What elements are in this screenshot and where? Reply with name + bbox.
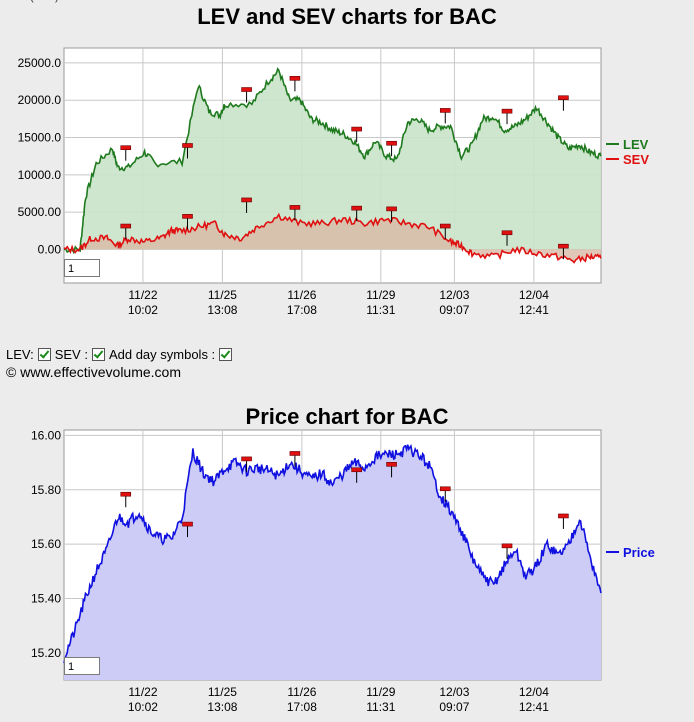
- sev-label: SEV :: [54, 346, 88, 362]
- lev-day-marker: [120, 145, 132, 151]
- price-day-marker: [386, 462, 397, 467]
- price-series-line: [63, 444, 602, 664]
- sev-checkbox[interactable]: [91, 347, 105, 361]
- sev-day-marker: [182, 214, 193, 219]
- price-day-marker: [351, 467, 362, 473]
- lev-day-marker: [501, 108, 513, 114]
- price-day-marker: [120, 491, 132, 497]
- chart2-y-tick-label: 15.20: [31, 646, 61, 660]
- chart1-x-tick-time: 09:07: [439, 303, 469, 317]
- lev-day-marker: [289, 76, 301, 81]
- chart1-title: LEV and SEV charts for BAC: [197, 4, 497, 29]
- price-day-marker: [182, 521, 193, 527]
- chart2-x-tick-date: 12/04: [519, 685, 549, 699]
- price-area: [64, 444, 601, 680]
- chart2-y-tick-label: 16.00: [31, 428, 61, 442]
- sev-day-marker: [241, 197, 252, 203]
- chart2-input[interactable]: 1: [64, 657, 100, 675]
- chart1-y-tick-label: 0.00: [38, 242, 62, 256]
- chart-controls: LEV: SEV : Add day symbols :: [6, 345, 234, 363]
- chart1-x-tick-date: 12/04: [519, 288, 549, 302]
- cut-off-text: (... ...): [30, 0, 59, 3]
- price-day-marker: [289, 451, 301, 456]
- sev-legend-label: SEV: [623, 152, 649, 167]
- chart1-x-tick-time: 10:02: [128, 303, 158, 317]
- lev-label: LEV:: [6, 346, 34, 362]
- lev-legend-label: LEV: [623, 137, 649, 152]
- lev-day-marker: [386, 140, 397, 146]
- chart1-y-tick-label: 25000.0: [18, 56, 62, 70]
- chart1-y-tick-label: 20000.0: [18, 93, 62, 107]
- chart2-y-tick-label: 15.40: [31, 591, 61, 605]
- sev-day-marker: [351, 205, 362, 211]
- sev-day-marker: [289, 205, 301, 210]
- chart2-x-tick-date: 11/26: [287, 685, 316, 699]
- lev-day-marker: [241, 87, 252, 92]
- price-day-marker: [558, 513, 569, 519]
- chart2-x-tick-date: 11/22: [128, 685, 157, 699]
- price-day-marker: [439, 486, 451, 492]
- chart2-x-tick-date: 11/29: [366, 685, 395, 699]
- chart1-x-tick-date: 12/03: [439, 288, 469, 302]
- lev-sev-chart: 25000.020000.015000.010000.05000.000.001…: [18, 47, 649, 317]
- chart1-input[interactable]: 1: [64, 259, 100, 277]
- chart1-x-tick-date: 11/29: [366, 288, 395, 302]
- lev-area: [64, 68, 601, 253]
- sev-series-line: [63, 212, 602, 264]
- chart2-x-tick-time: 11:31: [366, 700, 395, 714]
- lev-checkbox[interactable]: [37, 347, 51, 361]
- chart2-x-tick-time: 13:08: [207, 700, 237, 714]
- chart2-x-tick-time: 09:07: [439, 700, 469, 714]
- day-symbols-checkbox[interactable]: [219, 347, 233, 361]
- chart1-x-tick-date: 11/25: [208, 288, 237, 302]
- lev-series-line: [63, 67, 602, 255]
- chart1-x-tick-time: 17:08: [287, 303, 317, 317]
- chart1-x-tick-date: 11/22: [128, 288, 157, 302]
- sev-day-marker: [558, 243, 569, 249]
- chart1-x-tick-time: 11:31: [366, 303, 395, 317]
- copyright-text: © www.effectivevolume.com: [6, 364, 182, 380]
- day-symbols-label: Add day symbols :: [108, 346, 216, 362]
- chart2-title: Price chart for BAC: [245, 404, 449, 429]
- sev-day-marker: [501, 230, 513, 236]
- price-day-marker: [241, 456, 252, 462]
- chart1-x-tick-time: 12:41: [519, 303, 549, 317]
- sev-day-marker: [120, 223, 132, 229]
- lev-day-marker: [182, 143, 193, 148]
- chart2-x-tick-time: 10:02: [128, 700, 158, 714]
- chart2-x-tick-time: 12:41: [519, 700, 549, 714]
- sev-day-marker: [439, 223, 451, 229]
- chart2-y-tick-label: 15.60: [31, 537, 61, 551]
- chart1-x-tick-time: 13:08: [207, 303, 237, 317]
- chart2-x-tick-time: 17:08: [287, 700, 317, 714]
- lev-day-marker: [351, 126, 362, 132]
- chart1-x-tick-date: 11/26: [287, 288, 316, 302]
- lev-day-marker: [439, 108, 451, 113]
- chart1-y-tick-label: 10000.0: [18, 168, 62, 182]
- chart2-x-tick-date: 12/03: [439, 685, 469, 699]
- chart2-y-tick-label: 15.80: [31, 483, 61, 497]
- chart2-x-tick-date: 11/25: [208, 685, 237, 699]
- chart1-y-tick-label: 5000.00: [18, 205, 62, 219]
- lev-day-marker: [558, 95, 569, 101]
- chart1-y-tick-label: 15000.0: [18, 131, 62, 145]
- sev-day-marker: [386, 206, 397, 212]
- price-day-marker: [501, 543, 513, 549]
- price-legend-label: Price: [623, 545, 655, 560]
- sev-area: [64, 214, 601, 263]
